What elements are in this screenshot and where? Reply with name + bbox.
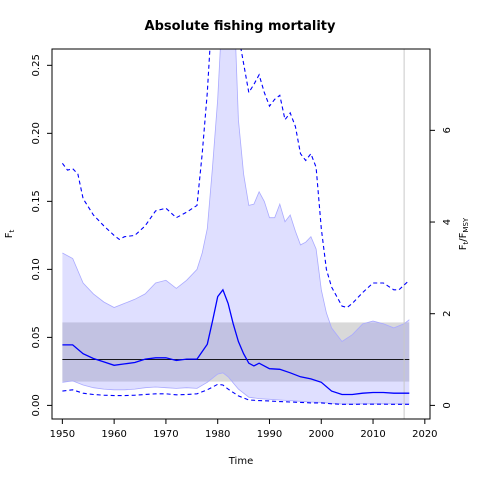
x-tick-label: 1950	[50, 429, 75, 440]
y2-tick-label: 0	[442, 402, 453, 408]
chart-title: Absolute fishing mortality	[145, 19, 336, 34]
y-tick-label: 0.10	[31, 258, 42, 280]
x-tick-label: 2010	[360, 429, 385, 440]
y-axis-left: 0.00 0.05 0.10 0.15 0.20 0.25	[31, 54, 52, 417]
y2-label-slash: /	[458, 238, 469, 242]
y2-tick-label: 4	[442, 219, 453, 225]
plot-frame	[51, 48, 431, 420]
series-lines	[61, 48, 410, 419]
y-tick-label: 0.15	[31, 190, 42, 212]
estimate-ci-fill	[62, 49, 410, 404]
y-axis-right: 0 2 4 6	[430, 127, 453, 409]
ci-lower-line	[62, 383, 410, 405]
y-axis-label-sub: t	[8, 229, 16, 232]
x-tick-label: 1960	[101, 429, 126, 440]
y2-label-num-base: F	[458, 244, 469, 250]
y-tick-label: 0.00	[31, 394, 42, 416]
x-tick-label: 1980	[205, 429, 230, 440]
y2-label-num-sub: t	[462, 241, 470, 244]
x-tick-label: 2020	[412, 429, 437, 440]
y2-label-den-sub: MSY	[462, 217, 470, 232]
band-lower-edge	[62, 372, 410, 405]
y2-axis-label: Ft/FMSY	[458, 217, 470, 250]
y2-tick-label: 6	[442, 127, 453, 133]
estimate-line	[62, 288, 410, 396]
y2-tick-label: 2	[442, 311, 453, 317]
y2-label-den-base: F	[458, 232, 469, 238]
x-axis-label: Time	[228, 456, 253, 467]
ci-upper-line	[61, 48, 410, 309]
x-axis: 1950 1960 1970 1980 1990 2000 2010 2020	[50, 419, 438, 440]
x-tick-label: 1970	[153, 429, 178, 440]
y-axis-label: Ft	[4, 229, 16, 238]
ci-band	[62, 48, 410, 405]
y-tick-label: 0.25	[31, 54, 42, 76]
band-upper-edge	[62, 48, 410, 343]
y-tick-label: 0.05	[31, 326, 42, 348]
x-tick-label: 2000	[309, 429, 334, 440]
y-axis-label-base: F	[4, 232, 15, 238]
x-tick-label: 1990	[257, 429, 282, 440]
y-tick-label: 0.20	[31, 122, 42, 144]
